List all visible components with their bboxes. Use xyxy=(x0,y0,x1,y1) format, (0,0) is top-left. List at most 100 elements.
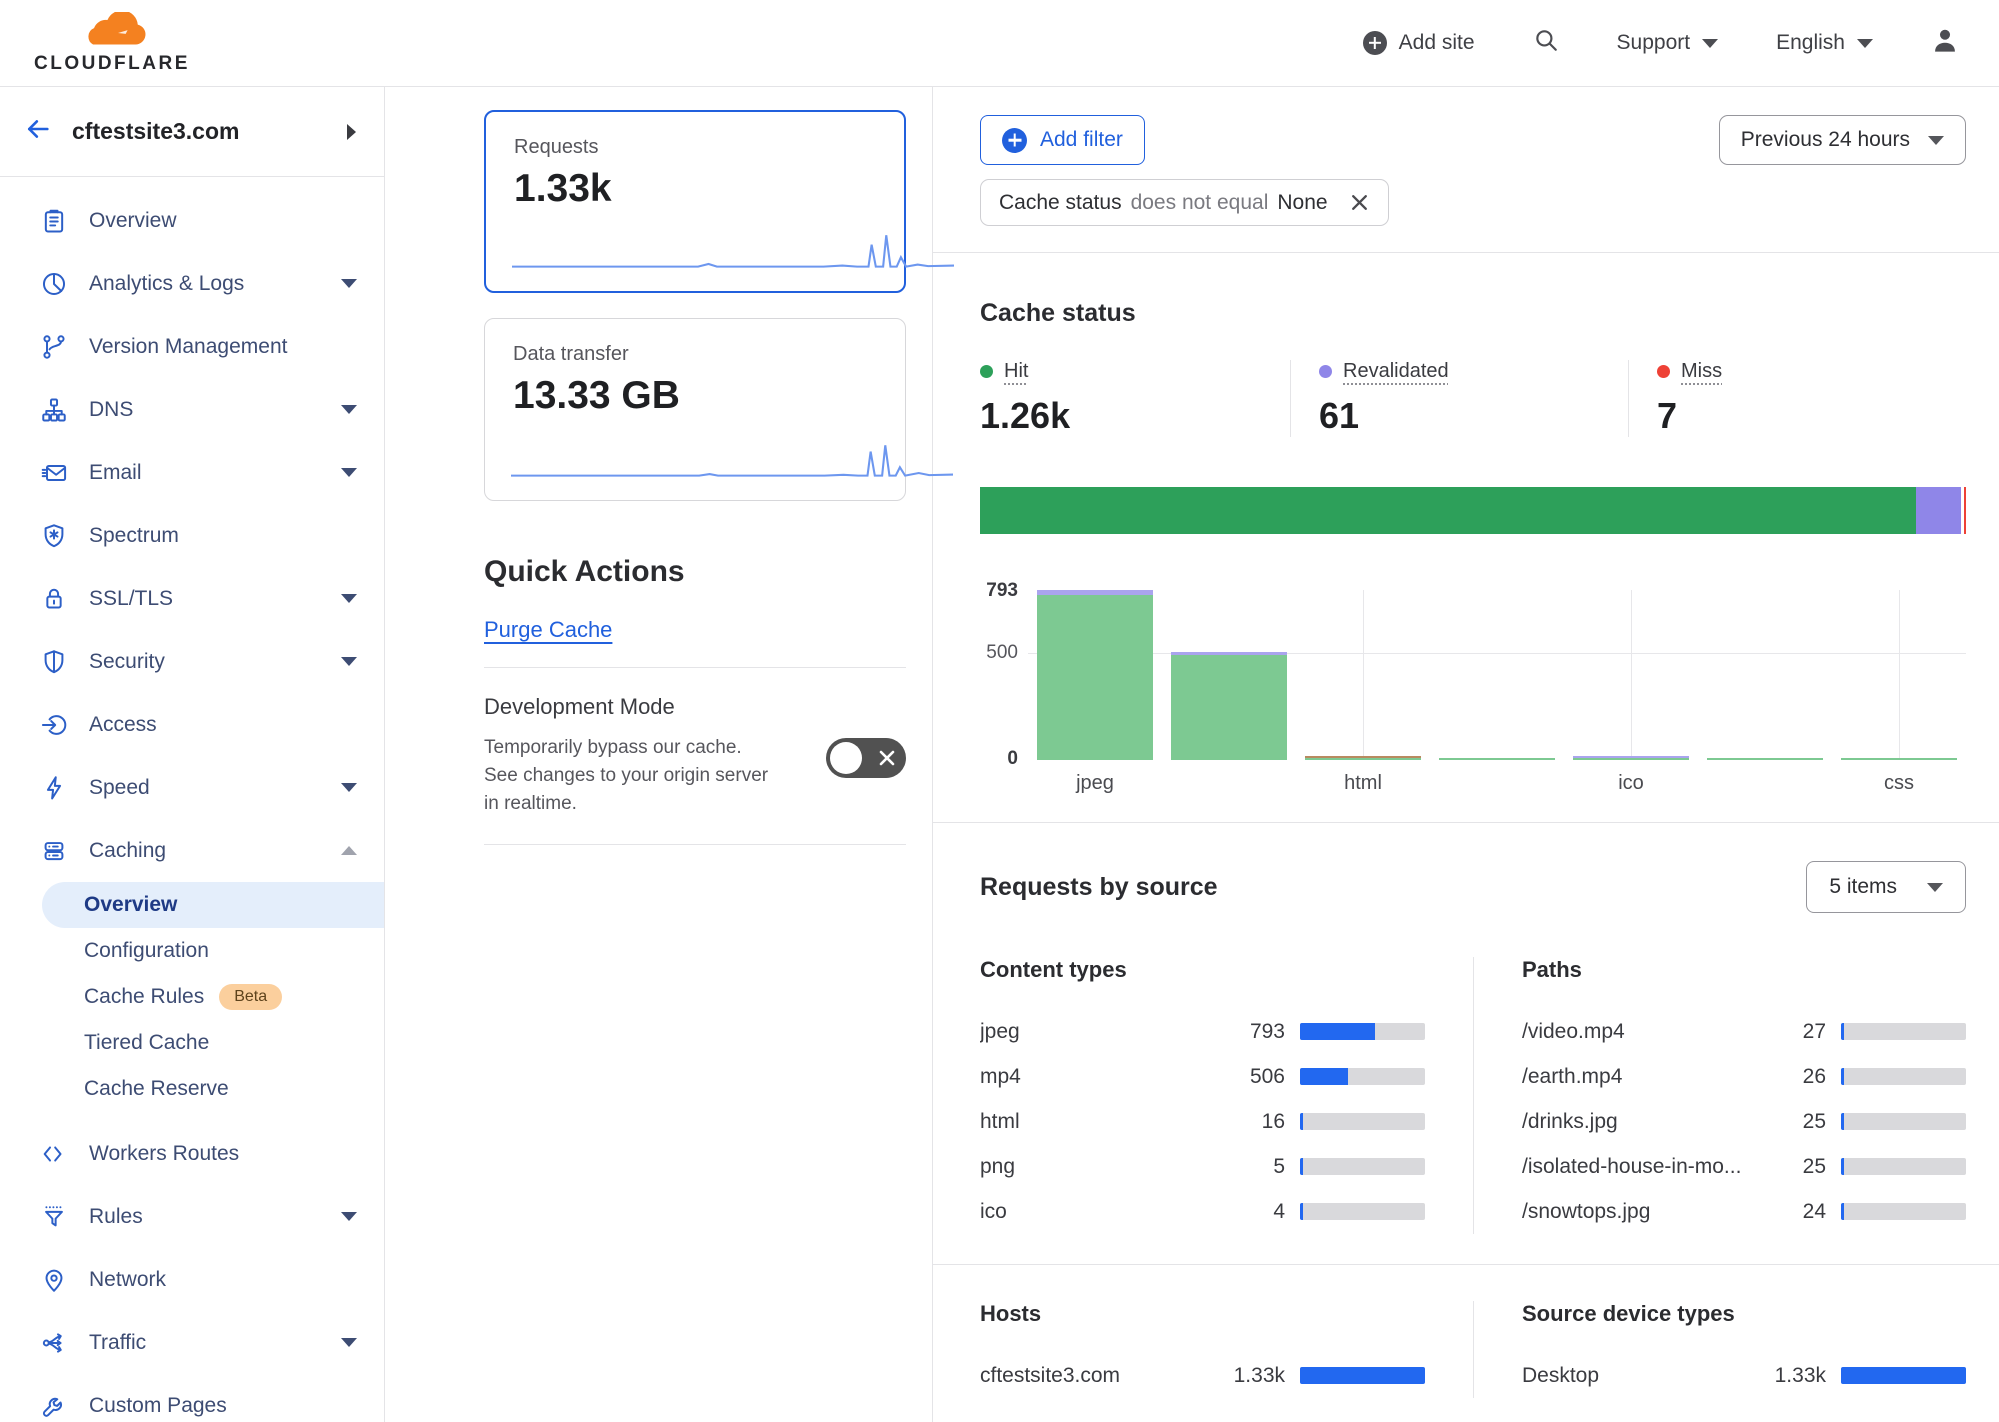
sidebar-item-label: Speed xyxy=(89,775,150,799)
search-icon[interactable] xyxy=(1533,27,1559,59)
table-row[interactable]: png 5 xyxy=(980,1144,1425,1189)
sidebar-item-email[interactable]: Email xyxy=(0,441,384,504)
sidebar-item-version-management[interactable]: Version Management xyxy=(0,315,384,378)
back-arrow-icon[interactable] xyxy=(24,115,52,148)
access-arrow-icon xyxy=(40,711,68,739)
row-bar-track xyxy=(1841,1367,1966,1384)
row-bar-track xyxy=(1841,1068,1966,1085)
sidebar-subitem-configuration[interactable]: Configuration xyxy=(42,928,384,974)
beta-badge: Beta xyxy=(219,984,283,1010)
table-title: Source device types xyxy=(1522,1301,1735,1326)
table-row[interactable]: /earth.mp4 26 xyxy=(1522,1054,1966,1099)
x-tick-label: ico xyxy=(1618,772,1644,794)
row-bar-fill xyxy=(1841,1113,1844,1130)
table-row[interactable]: /snowtops.jpg 24 xyxy=(1522,1189,1966,1234)
table-row[interactable]: mp4 506 xyxy=(980,1054,1425,1099)
sidebar-subitem-tiered-cache[interactable]: Tiered Cache xyxy=(42,1020,384,1066)
chevron-down-icon xyxy=(341,1212,357,1221)
bar-css xyxy=(1841,758,1957,760)
caret-down-icon xyxy=(1928,135,1944,145)
logo-wordmark: CLOUDFLARE xyxy=(34,52,190,74)
sidebar-item-custom-pages[interactable]: Custom Pages xyxy=(0,1374,384,1422)
cache-status-title: Cache status xyxy=(980,299,1136,327)
chevron-down-icon xyxy=(341,468,357,477)
sidebar-item-label: Spectrum xyxy=(89,523,179,547)
sidebar-item-security[interactable]: Security xyxy=(0,630,384,693)
sidebar-item-label: Custom Pages xyxy=(89,1393,227,1417)
sidebar-subitem-cache-rules[interactable]: Cache Rules Beta xyxy=(42,974,384,1020)
filter-chip[interactable]: Cache status does not equal None xyxy=(980,179,1389,226)
row-bar-fill xyxy=(1300,1367,1425,1384)
analytics-panel: Add filter Cache status does not equal N… xyxy=(933,87,1999,1422)
table-row[interactable]: /drinks.jpg 25 xyxy=(1522,1099,1966,1144)
sidebar-item-label: Network xyxy=(89,1267,167,1291)
sidebar-item-speed[interactable]: Speed xyxy=(0,756,384,819)
language-label: English xyxy=(1776,31,1845,54)
table-row[interactable]: ico 4 xyxy=(980,1189,1425,1234)
stat-label[interactable]: Hit xyxy=(1004,360,1029,382)
add-filter-button[interactable]: Add filter xyxy=(980,115,1145,165)
development-mode-toggle[interactable] xyxy=(826,738,906,778)
table-row[interactable]: html 16 xyxy=(980,1099,1425,1144)
sidebar-item-access[interactable]: Access xyxy=(0,693,384,756)
table-row[interactable]: /isolated-house-in-mo... 25 xyxy=(1522,1144,1966,1189)
row-value: 26 xyxy=(1802,1064,1826,1088)
filter-chip-operator: does not equal xyxy=(1130,190,1269,214)
sidebar-item-traffic[interactable]: Traffic xyxy=(0,1311,384,1374)
purge-cache-link[interactable]: Purge Cache xyxy=(484,617,613,642)
sidebar-subitem-cache-reserve[interactable]: Cache Reserve xyxy=(42,1066,384,1112)
sidebar-item-dns[interactable]: DNS xyxy=(0,378,384,441)
table-row[interactable]: cftestsite3.com 1.33k xyxy=(980,1353,1425,1398)
card-title: Requests xyxy=(514,136,599,158)
sidebar-item-overview[interactable]: Overview xyxy=(0,189,384,252)
sidebar-item-workers-routes[interactable]: Workers Routes xyxy=(0,1122,384,1185)
sidebar-item-ssl-tls[interactable]: SSL/TLS xyxy=(0,567,384,630)
table-row[interactable]: jpeg 793 xyxy=(980,1009,1425,1054)
chevron-down-icon xyxy=(341,783,357,792)
y-tick: 500 xyxy=(986,642,1018,663)
data-transfer-metric-card[interactable]: Data transfer 13.33 GB xyxy=(484,318,954,501)
x-tick-label: html xyxy=(1344,772,1382,794)
site-name: cftestsite3.com xyxy=(72,118,240,144)
requests-metric-card[interactable]: Requests 1.33k xyxy=(484,110,955,293)
sidebar-subitem-overview[interactable]: Overview xyxy=(42,882,384,928)
bar-segment-hit xyxy=(1573,758,1689,760)
content-type-chart: 793 500 0 xyxy=(980,580,1966,769)
sidebar-item-label: Security xyxy=(89,649,165,673)
time-range-dropdown[interactable]: Previous 24 hours xyxy=(1718,115,1966,165)
cloudflare-cloud-icon xyxy=(88,11,146,44)
stat-label[interactable]: Revalidated xyxy=(1343,360,1449,382)
add-site-plus-icon xyxy=(1362,31,1387,55)
close-icon[interactable] xyxy=(1349,192,1370,213)
user-avatar-icon[interactable] xyxy=(1931,26,1959,60)
stat-revalidated: Revalidated 61 xyxy=(1290,360,1628,437)
sidebar-item-analytics-logs[interactable]: Analytics & Logs xyxy=(0,252,384,315)
bar-jpeg xyxy=(1037,590,1153,760)
sidebar-item-caching[interactable]: Caching xyxy=(0,819,384,882)
time-range-label: Previous 24 hours xyxy=(1740,128,1910,151)
sidebar-subitem-label: Cache Reserve xyxy=(84,1077,229,1100)
sidebar-item-spectrum[interactable]: Spectrum xyxy=(0,504,384,567)
sidebar-item-label: Version Management xyxy=(89,334,288,358)
items-count-dropdown[interactable]: 5 items xyxy=(1806,861,1966,913)
location-pin-icon xyxy=(40,1266,68,1294)
chevron-right-icon[interactable] xyxy=(347,123,356,140)
chart-plot-area xyxy=(1028,590,1966,760)
development-mode-description: Temporarily bypass our cache. See change… xyxy=(484,737,769,814)
hit-dot-icon xyxy=(980,365,993,378)
table-row[interactable]: /video.mp4 27 xyxy=(1522,1009,1966,1054)
add-site-button[interactable]: Add site xyxy=(1362,31,1475,55)
sidebar-item-network[interactable]: Network xyxy=(0,1248,384,1311)
language-menu[interactable]: English xyxy=(1776,31,1873,55)
row-value: 24 xyxy=(1802,1199,1826,1223)
sidebar-item-rules[interactable]: Rules xyxy=(0,1185,384,1248)
support-menu[interactable]: Support xyxy=(1617,31,1719,55)
cloudflare-logo[interactable]: CLOUDFLARE xyxy=(30,11,190,75)
row-bar-track xyxy=(1300,1203,1425,1220)
wrench-icon xyxy=(40,1392,68,1420)
miss-dot-icon xyxy=(1657,365,1670,378)
row-label: /video.mp4 xyxy=(1522,1019,1625,1043)
stat-label[interactable]: Miss xyxy=(1681,360,1723,382)
row-value: 1.33k xyxy=(1774,1363,1826,1387)
table-row[interactable]: Desktop 1.33k xyxy=(1522,1353,1966,1398)
